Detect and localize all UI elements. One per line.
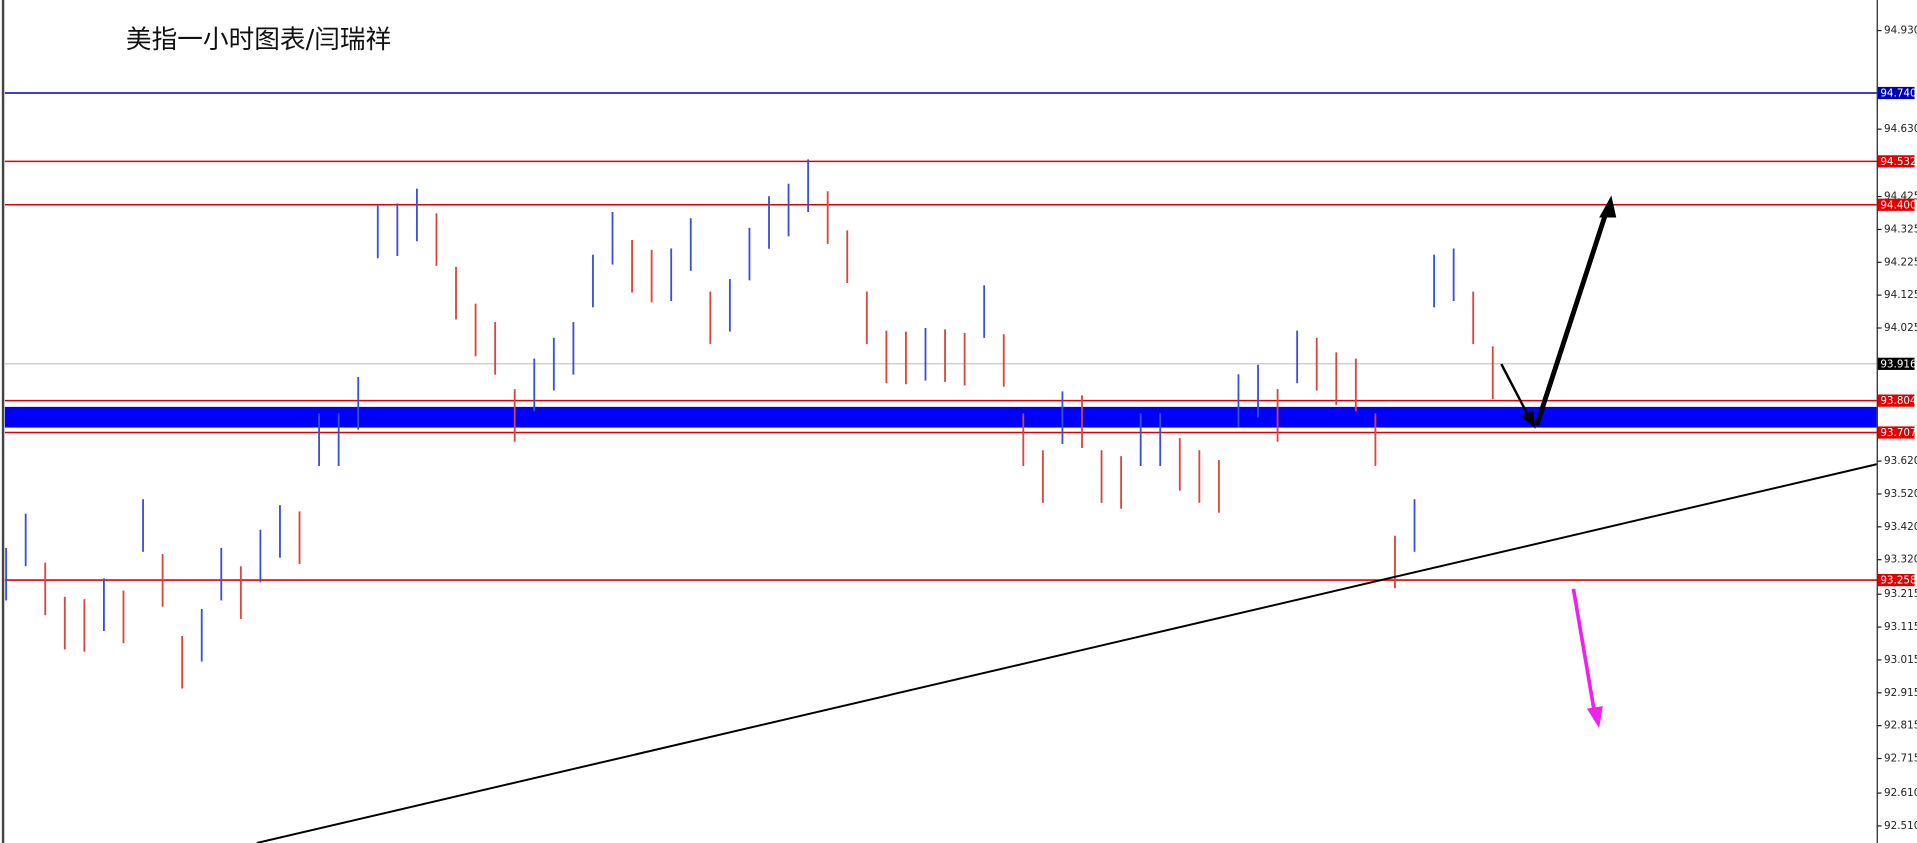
price-tag [1877,426,1915,439]
y-tick-label: 93.320 [1884,554,1917,566]
y-tick-label: 92.715 [1884,753,1917,765]
y-tick-label: 94.125 [1884,289,1917,301]
forecast-arrow-down [1571,588,1603,729]
arrow-head [1520,410,1536,429]
zone-layer [4,406,1877,428]
arrow-segment [1534,214,1608,426]
price-tag [1877,573,1915,587]
y-tick-label: 92.915 [1884,687,1917,699]
zone [4,406,1877,428]
arrow-head [1586,706,1603,729]
arrow-segment [1571,588,1597,712]
forecast-arrow-up [1500,195,1617,429]
price-tag-label: 93.804 [1880,395,1917,407]
price-tag [1877,198,1915,211]
y-tick-label: 92.510 [1884,820,1917,832]
price-tag-label: 93.916 [1880,358,1916,370]
price-tag-label: 94.740 [1880,88,1916,100]
y-tick-label: 93.115 [1884,621,1917,633]
y-tick-label: 94.425 [1884,191,1917,203]
price-tag [1877,86,1915,100]
price-tag-label: 93.258 [1880,575,1916,587]
y-tick-label: 94.225 [1884,256,1917,268]
y-tick-label: 94.025 [1884,322,1917,334]
y-tick-label: 94.325 [1884,223,1917,235]
price-tag [1877,394,1915,407]
price-tag-label: 94.532 [1880,156,1916,168]
price-tag-label: 94.400 [1880,199,1916,211]
y-tick-label: 93.015 [1884,654,1917,666]
y-tick-label: 94.630 [1884,123,1917,135]
y-tick-label: 93.620 [1884,455,1917,467]
price-tag [1877,357,1915,370]
chart-title: 美指一小时图表/闫瑞祥 [126,25,391,55]
arrow-segment [1500,363,1533,424]
y-tick-label: 93.520 [1884,488,1917,500]
y-tick-label: 93.420 [1884,521,1917,533]
trend-line [256,463,1877,843]
axis-layer: 94.930 94.630 94.425 94.325 94.225 94.125 94.0… [1876,25,1917,832]
bar-layer [5,159,1494,689]
arrow-head [1599,195,1617,218]
y-tick-label: 92.815 [1884,720,1917,732]
y-tick-label: 94.930 [1884,25,1917,37]
price-tag [1877,155,1915,168]
y-tick-label: 93.215 [1884,588,1917,600]
price-tag-label: 93.707 [1880,427,1916,439]
y-tick-label: 92.610 [1884,787,1917,799]
level-layer [4,92,1877,581]
